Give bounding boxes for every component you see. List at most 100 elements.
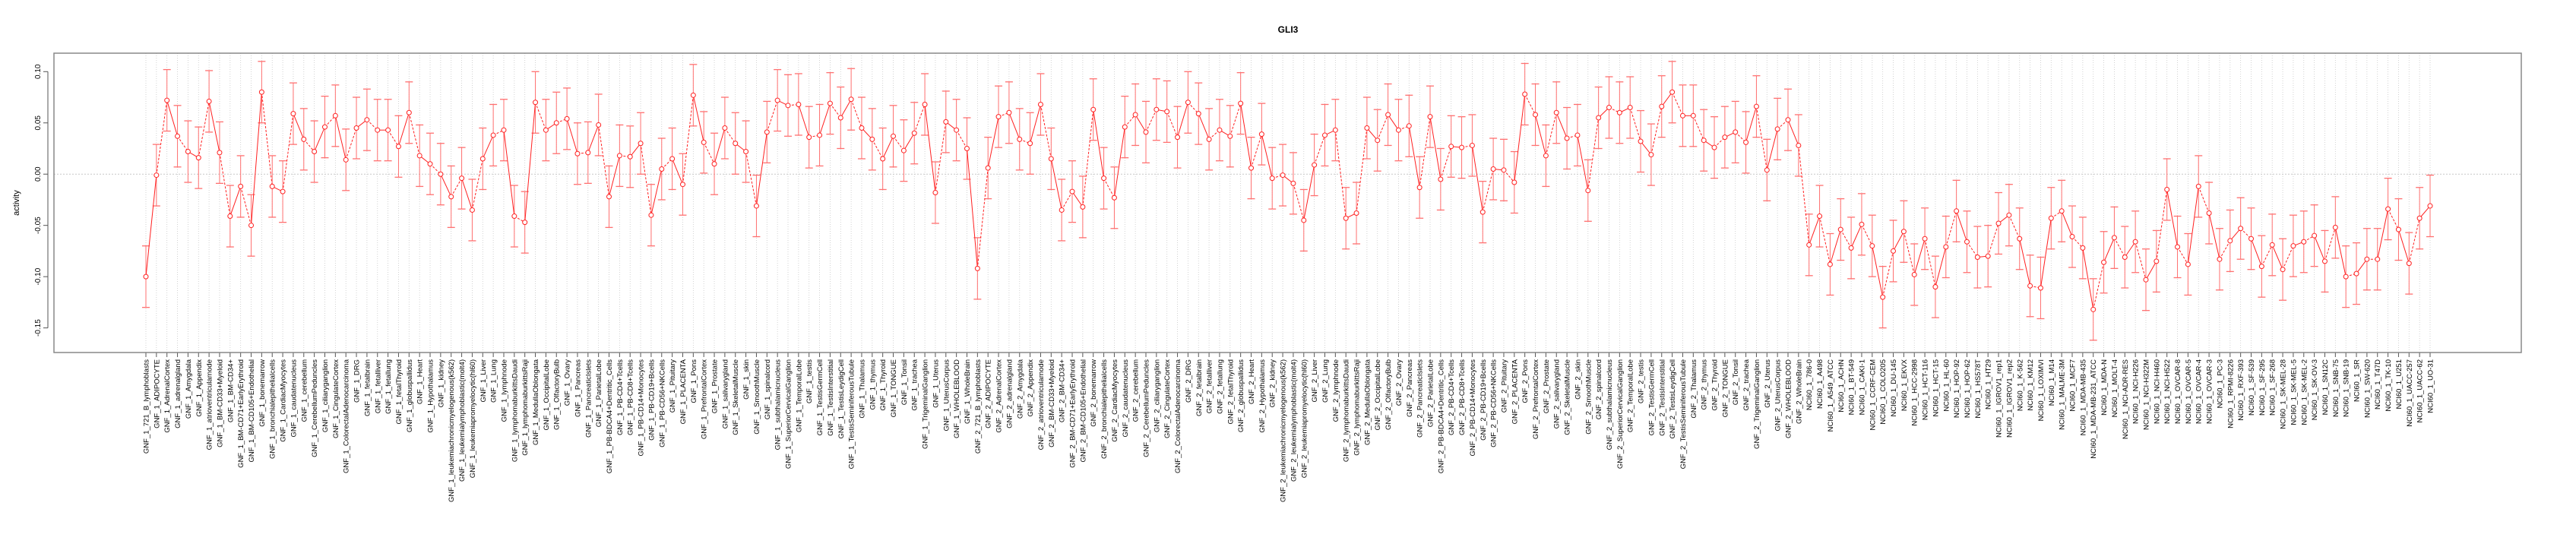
series-segment [598,125,610,197]
x-tick-label: GNF_1_SmoothMuscle [753,359,761,435]
x-tick-label: GNF_1_kidney [437,359,445,408]
series-segment [966,148,978,269]
x-tick-label: GNF_1_Liver [479,359,488,403]
data-point [869,136,875,142]
series-segment [1429,116,1441,180]
data-point [1974,255,1980,261]
data-point [290,111,296,117]
data-point [1343,215,1349,221]
series-segment [1829,229,1841,265]
series-segment [1388,114,1399,131]
x-tick-label: GNF_2_TestisInterstitial [1658,359,1666,436]
data-point [227,213,233,220]
x-tick-label: GNF_1_PB-CD56+NKCells [658,359,666,447]
series-segment [1030,104,1041,144]
x-tick-label: GNF_1_Appendix [195,359,204,417]
x-tick-label: GNF_2_PrefrontalCortex [1532,359,1540,439]
data-point [1469,142,1475,148]
data-point [2238,226,2244,232]
x-tick-label: GNF_1_bronchialepithelialcells [269,359,277,459]
data-point [1227,133,1233,139]
data-point [1248,165,1255,171]
data-point [416,153,422,159]
series-segment [819,103,831,136]
x-tick-label: GNF_1_AdrenalCortex [163,359,172,433]
data-point [796,101,802,107]
x-tick-label: GNF_1_721_B_lymphoblasts [143,359,151,454]
x-tick-label: GNF_2_globuspallidus [1237,359,1245,432]
x-tick-label: GNF_1_Ovary [564,359,572,406]
x-tick-label: GNF_1_WHOLEBLOOD [953,359,961,438]
x-tick-label: GNF_2_Tonsil [1732,359,1740,405]
data-point [238,183,244,189]
y-axis: -0.15 -0.10 -0.05 0.00 0.05 0.10 [34,64,49,337]
data-point [1438,176,1444,182]
x-tick-label: NCI60_1_SF-539 [2248,359,2256,416]
series-segment [1314,134,1325,166]
series-segment [1356,128,1368,213]
data-point [490,132,496,138]
series-segment [935,122,947,193]
data-point [1585,188,1591,194]
data-point [1416,185,1422,191]
x-tick-label: GNF_1_CingulateCortex [332,359,340,438]
x-tick-label: GNF_1_TestisSeminiferousTubule [848,359,856,469]
data-point [2143,277,2149,283]
data-point [616,153,622,159]
data-point [1122,124,1128,130]
data-point [175,133,181,139]
data-point [1406,123,1412,129]
y-tick-label: 0.00 [34,166,43,182]
x-tick-label: GNF_1_PB-CD14+Monocytes [638,359,646,457]
data-point [954,127,960,133]
data-point [2385,206,2391,212]
data-point [1827,261,1833,267]
data-point [2017,236,2023,242]
series-segment [566,119,578,154]
data-point [837,115,843,121]
data-point [627,153,633,160]
data-point [1922,236,1928,242]
x-tick-label: GNF_1_Pons [690,359,698,403]
data-point [1143,129,1149,135]
x-tick-label: GNF_1_Lung [490,359,498,403]
series-segment [1903,231,1915,275]
series-segment [2113,237,2125,258]
series-segment [251,92,262,226]
series-segment [2314,235,2325,262]
x-tick-label: GNF_1_PrefrontalCortex [701,359,709,439]
series-segment [461,178,473,210]
x-tick-label: GNF_2_WHOLEBLOOD [1784,359,1793,438]
x-tick-label: GNF_1_globuspallidus [406,359,414,432]
x-tick-label: GNF_1_TrigeminalGanglion [922,359,930,449]
x-tick-label: GNF_1_lymphomaburkittsRaji [521,359,530,456]
series-segment [471,158,483,210]
x-tick-label: GNF_2_spinalcord [1595,359,1603,419]
x-tick-label: GNF_2_PB-CD4+Tcells [1448,359,1456,435]
y-tick-label: 0.10 [34,64,43,79]
data-point [891,133,897,139]
x-tick-label: GNF_1_PB-CD8+Tcells [627,359,635,435]
x-tick-label: GNF_2_SmoothMuscle [1584,359,1593,435]
x-tick-label: GNF_1_Thyroid [879,359,888,411]
series-segment [2103,237,2115,263]
series-segment [261,92,273,187]
x-tick-label: GNF_2_TestisLeydigCell [1669,359,1677,439]
series-segment [303,139,315,152]
series-segment [1093,109,1105,179]
data-point [1900,229,1907,235]
x-tick-label: NCI60_1_RPMI-8226 [2226,359,2235,428]
data-point [585,150,591,156]
x-tick-label: GNF_2_PancreaticIslets [1416,359,1425,438]
x-tick-label: GNF_1_fetallung [385,359,393,414]
data-point [1690,112,1696,119]
data-point [1090,106,1097,112]
series-segment [2219,240,2231,260]
data-point [1616,109,1622,115]
x-tick-label: GNF_2_Pons [1521,359,1530,403]
gridlines [54,53,2521,353]
data-point [1553,109,1559,115]
plot-frame [53,52,2522,353]
data-point [1711,144,1717,150]
x-tick-label: NCI60_1_MCF7 [2069,359,2078,412]
